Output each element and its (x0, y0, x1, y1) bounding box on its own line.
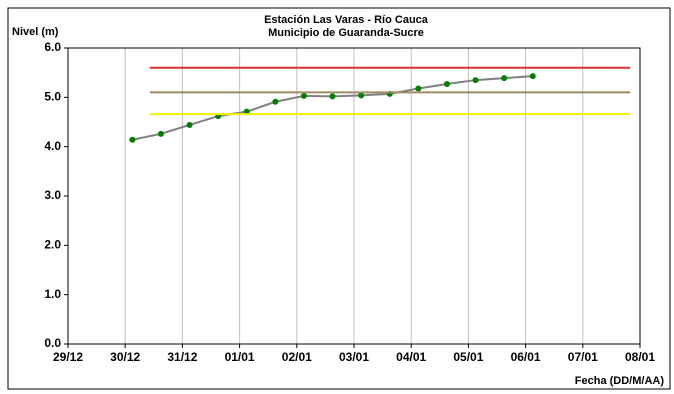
chart-frame (7, 7, 671, 390)
x-tick-label: 04/01 (396, 350, 426, 364)
y-tick-label: 6.0 (44, 40, 61, 54)
chart-title: Estación Las Varas - Río Cauca (264, 14, 429, 26)
y-tick-label: 2.0 (44, 238, 61, 252)
y-tick-label: 1.0 (44, 287, 61, 301)
x-tick-label: 08/01 (625, 350, 655, 364)
x-tick-label: 03/01 (339, 350, 369, 364)
data-point (329, 93, 336, 100)
x-tick-label: 02/01 (282, 350, 312, 364)
x-tick-label: 06/01 (511, 350, 541, 364)
x-axis-label: Fecha (DD/M/AA) (575, 375, 665, 387)
data-point (472, 77, 479, 84)
data-point (129, 136, 136, 143)
x-tick-label: 31/12 (167, 350, 197, 364)
data-point (272, 98, 279, 105)
data-point (529, 73, 536, 80)
x-tick-label: 29/12 (53, 350, 83, 364)
plot-area (67, 47, 641, 345)
x-tick-label: 05/01 (453, 350, 483, 364)
data-point (501, 75, 508, 82)
data-point (415, 85, 422, 92)
data-point (157, 130, 164, 137)
y-tick-label: 5.0 (44, 90, 61, 104)
x-tick-label: 07/01 (568, 350, 598, 364)
y-axis-label: Nivel (m) (12, 26, 59, 38)
y-tick-label: 3.0 (44, 188, 61, 202)
data-point (443, 81, 450, 88)
y-tick-label: 4.0 (44, 139, 61, 153)
data-point (300, 92, 307, 99)
data-point (358, 92, 365, 99)
y-tick-label: 0.0 (44, 336, 61, 350)
data-point (186, 121, 193, 128)
x-tick-label: 30/12 (110, 350, 140, 364)
chart-subtitle: Municipio de Guaranda-Sucre (268, 27, 424, 39)
x-tick-label: 01/01 (225, 350, 255, 364)
